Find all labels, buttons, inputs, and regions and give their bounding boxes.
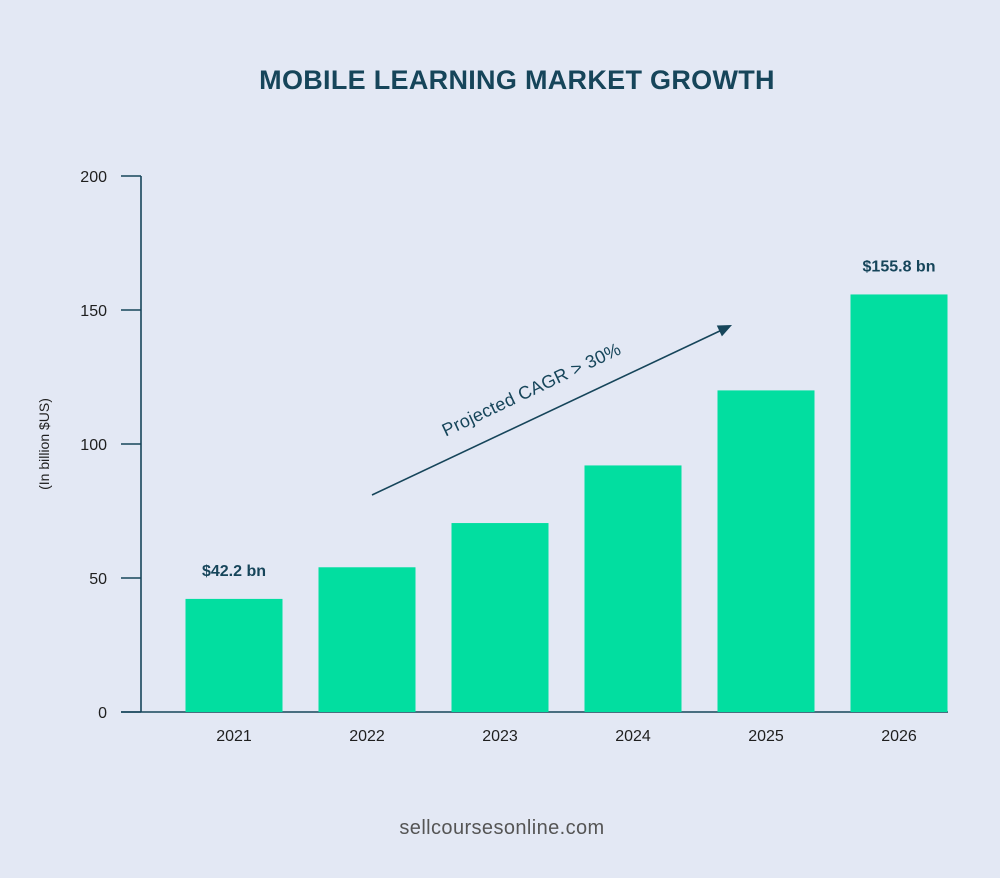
footer-site-label: sellcoursesonline.com	[399, 817, 604, 839]
annotation-arrow-head	[716, 325, 732, 337]
y-axis-label: (In billion $US)	[36, 398, 52, 490]
data-label-2026: $155.8 bn	[863, 258, 936, 275]
x-tick-label: 2025	[748, 728, 784, 745]
x-tick-label: 2021	[216, 728, 252, 745]
data-labels: $42.2 bn $155.8 bn	[202, 258, 935, 579]
y-tick-label: 150	[80, 303, 107, 320]
y-tick-label: 100	[80, 437, 107, 454]
bar-2024	[584, 465, 682, 712]
bar-2026	[850, 294, 948, 712]
x-tick-label: 2026	[881, 728, 917, 745]
data-label-2021: $42.2 bn	[202, 563, 266, 580]
y-axis-label-group: (In billion $US)	[36, 398, 52, 490]
x-tick-label: 2023	[482, 728, 518, 745]
bar-2023	[451, 523, 549, 712]
y-tick-label: 50	[89, 571, 107, 588]
x-tick-label: 2024	[615, 728, 651, 745]
y-tick-label: 200	[80, 169, 107, 186]
bar-2022	[318, 567, 416, 712]
y-tick-labels: 0 50 100 150 200	[80, 169, 107, 722]
chart-title: MOBILE LEARNING MARKET GROWTH	[259, 65, 775, 95]
bar-2025	[717, 390, 815, 712]
bar-2021	[185, 598, 283, 712]
annotation-arrow-line	[371, 328, 725, 496]
x-tick-label: 2022	[349, 728, 385, 745]
y-tick-label: 0	[98, 705, 107, 722]
x-tick-labels: 2021 2022 2023 2024 2025 2026	[216, 728, 917, 745]
bars	[185, 294, 948, 712]
